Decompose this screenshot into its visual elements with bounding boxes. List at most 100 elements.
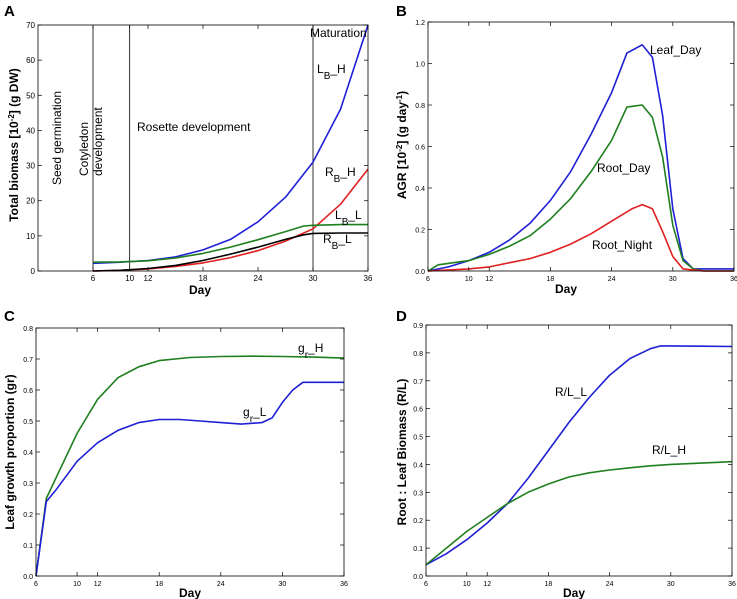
panel-c-y-ticks: 0.0 0.1 0.2 0.3 0.4 0.5 0.6 0.7 0.8 [23, 326, 344, 581]
label-rl-l: R/L_L [555, 385, 587, 399]
panel-a-x-tick-label: 36 [364, 274, 373, 283]
label-lb-h: LB_H [317, 62, 346, 82]
panel-d-x-ticks: 6 10 12 18 24 30 36 [424, 325, 736, 588]
label-lb-l: LB_L [335, 208, 362, 228]
panel-a-y-tick-label: 10 [26, 232, 35, 241]
panel-d-y-ticks: 0.0 0.1 0.2 0.3 0.4 0.5 0.6 0.7 0.8 0.9 [413, 323, 732, 581]
panel-a-y-tick-label: 50 [26, 91, 35, 100]
panel-b-y-tick-label: 0.2 [415, 228, 425, 235]
panel-c-y-label: Leaf growth proportion (gr) [3, 374, 17, 529]
phase-maturation: Maturation [310, 26, 367, 40]
panel-c-x-tick-label: 6 [34, 581, 38, 588]
panel-d-y-tick-label: 0.1 [413, 546, 423, 553]
panel-d-frame [425, 324, 733, 577]
panel-b-line-leaf-day [427, 43, 734, 272]
panel-c-y-tick-label: 0.5 [23, 419, 33, 426]
panel-d-x-tick-label: 30 [667, 581, 675, 588]
label-rl-h: R/L_H [652, 443, 686, 457]
label-gr-h: gr_H [298, 341, 323, 361]
panel-d-x-tick-label: 6 [424, 581, 428, 588]
panel-a-y-tick-label: 40 [26, 126, 35, 135]
panel-a-x-tick-label: 6 [91, 274, 96, 283]
phase-rosette-development: Rosette development [137, 120, 251, 134]
panel-a-series [92, 24, 369, 272]
panel-a-x-ticks: 6 10 12 18 24 30 36 [91, 25, 373, 283]
panel-c-y-tick-label: 0.2 [23, 512, 33, 519]
panel-c-x-tick-label: 36 [340, 581, 348, 588]
panel-a-line-rb-h [92, 168, 369, 272]
panel-b-y-label: AGR [10-2] (g day-1) [395, 91, 410, 199]
panel-a-y-ticks: 0 10 20 30 40 50 60 70 [26, 21, 368, 276]
panel-b-y-ticks: 0.0 0.2 0.4 0.6 0.8 1.0 1.2 [415, 20, 734, 276]
panel-letter-d: D [396, 308, 407, 325]
panel-d-y-tick-label: 0.5 [413, 435, 423, 442]
panel-c-x-tick-label: 30 [279, 581, 287, 588]
panel-letter-c: C [4, 308, 15, 325]
panel-a-x-tick-label: 12 [144, 274, 153, 283]
panel-c-x-ticks: 6 10 12 18 24 30 36 [34, 328, 348, 588]
panel-c-line-gr-l [35, 381, 344, 577]
panel-c-y-tick-label: 0.0 [23, 574, 33, 581]
panel-d-x-tick-label: 10 [463, 581, 471, 588]
panel-d-x-tick-label: 36 [728, 581, 736, 588]
panel-c-x-label: Day [179, 586, 201, 599]
panel-b-x-tick-label: 24 [608, 276, 616, 283]
panel-b-x-tick-label: 12 [485, 276, 493, 283]
panel-c-line-gr-h [35, 355, 345, 577]
panel-a-line-rb-l [92, 232, 368, 272]
panel-c-x-tick-label: 18 [155, 581, 163, 588]
panel-b-line-root-night [427, 203, 734, 272]
panel-b-x-tick-label: 10 [465, 276, 473, 283]
panel-c-x-tick-label: 24 [217, 581, 225, 588]
panel-a-y-tick-label: 20 [26, 197, 35, 206]
label-leaf-day: Leaf_Day [650, 43, 701, 57]
panel-d-y-label: Root : Leaf Biomass (R/L) [395, 379, 409, 526]
panel-b-y-tick-label: 0.8 [415, 103, 425, 110]
panel-a-phase-lines [92, 25, 314, 271]
panel-c-y-tick-label: 0.3 [23, 481, 33, 488]
panel-a-x-tick-label: 24 [254, 274, 263, 283]
panel-b-series [427, 43, 734, 272]
panel-d: D 6 10 12 18 24 30 36 0.0 0.1 0.2 0.3 0.4 0.5 0.6 0.7… [395, 308, 736, 599]
panel-c-y-tick-label: 0.8 [23, 326, 33, 333]
label-root-night: Root_Night [592, 238, 653, 252]
panel-letter-a: A [4, 3, 15, 20]
panel-a-x-tick-label: 18 [199, 274, 208, 283]
panel-a-y-tick-label: 70 [26, 21, 35, 30]
panel-d-y-tick-label: 0.2 [413, 518, 423, 525]
panel-b-y-tick-label: 0.4 [415, 186, 425, 193]
panel-b-x-tick-label: 30 [669, 276, 677, 283]
panel-b: B 6 10 12 18 24 30 36 0.0 0.2 0.4 0.6 0.8 1.0 1.2 Da… [395, 3, 737, 296]
panel-d-y-tick-label: 0.6 [413, 407, 423, 414]
phase-cotyledon-line-2: development [91, 107, 105, 176]
panel-d-x-tick-label: 18 [545, 581, 553, 588]
panel-b-x-tick-label: 6 [426, 276, 430, 283]
panel-a-x-label: Day [189, 283, 211, 297]
panel-d-y-tick-label: 0.7 [413, 379, 423, 386]
panel-b-x-tick-label: 18 [547, 276, 555, 283]
phase-cotyledon-line-1: Cotyledon [77, 122, 91, 176]
label-root-day: Root_Day [597, 161, 650, 175]
panel-d-y-tick-label: 0.8 [413, 351, 423, 358]
panel-a-x-tick-label: 30 [309, 274, 318, 283]
panel-c-y-tick-label: 0.6 [23, 388, 33, 395]
panel-d-y-tick-label: 0.4 [413, 462, 423, 469]
panel-c-y-tick-label: 0.1 [23, 543, 33, 550]
panel-b-y-tick-label: 0.0 [415, 269, 425, 276]
label-rb-l: RB_L [323, 232, 352, 252]
label-rb-h: RB_H [325, 165, 356, 185]
panel-a-y-tick-label: 0 [31, 267, 36, 276]
panel-d-x-tick-label: 24 [606, 581, 614, 588]
panel-d-x-tick-label: 12 [483, 581, 491, 588]
label-gr-l: gr_L [243, 405, 267, 425]
panel-c-frame [35, 327, 345, 577]
panel-c-x-tick-label: 10 [73, 581, 81, 588]
panel-a-y-tick-label: 60 [26, 56, 35, 65]
panel-c-series [35, 355, 345, 577]
panel-a-y-tick-label: 30 [26, 162, 35, 171]
panel-b-frame [427, 21, 735, 272]
panel-b-x-tick-label: 36 [730, 276, 737, 283]
panel-d-line-r-l-h [425, 460, 733, 566]
panel-a-x-tick-label: 10 [125, 274, 134, 283]
panel-d-y-tick-label: 0.9 [413, 323, 423, 330]
